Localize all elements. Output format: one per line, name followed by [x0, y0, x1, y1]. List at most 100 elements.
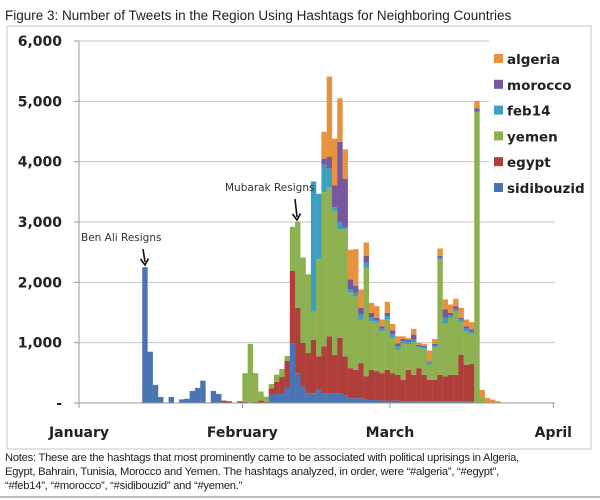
bar-yemen [411, 342, 417, 375]
bar-yemen [284, 355, 290, 361]
bar-feb14 [363, 262, 369, 268]
bar-egypt [363, 376, 369, 400]
bar-feb14 [331, 207, 338, 211]
bar-algeria [363, 242, 369, 256]
bar-yemen [358, 319, 364, 364]
bar-yemen [347, 292, 354, 369]
bar-algeria [484, 397, 491, 403]
bar-yemen [263, 396, 269, 402]
bar-sidibouzid [458, 401, 464, 403]
bar-egypt [416, 368, 422, 402]
note-line: Notes: These are the hashtags that most … [5, 452, 519, 464]
bar-yemen [453, 311, 459, 375]
bar-feb14 [389, 334, 396, 338]
bar-egypt [342, 356, 348, 396]
legend-swatch-egypt [494, 157, 503, 167]
bar-yemen [252, 373, 259, 402]
bar-algeria [463, 319, 470, 327]
bar-yemen [279, 368, 285, 378]
bar-morocco [368, 312, 375, 318]
bar-algeria [321, 131, 327, 159]
bar-yemen [316, 259, 322, 357]
bar-yemen [468, 333, 475, 364]
bar-yemen [337, 229, 343, 338]
bar-feb14 [426, 361, 433, 365]
bar-morocco [347, 279, 354, 290]
bar-sidibouzid [363, 399, 369, 403]
annotation-arrow [142, 248, 146, 263]
bar-feb14 [310, 181, 317, 312]
bar-egypt [411, 374, 417, 402]
bar-sidibouzid [179, 399, 185, 403]
bar-sidibouzid [368, 399, 375, 403]
bar-yemen [247, 343, 254, 403]
bar-sidibouzid [295, 373, 301, 403]
bar-yemen [295, 221, 301, 308]
bar-algeria [490, 399, 496, 403]
legend-swatch-morocco [494, 79, 503, 89]
bar-sidibouzid [463, 401, 470, 403]
bar-sidibouzid [305, 393, 312, 403]
bar-yemen [374, 322, 380, 372]
bar-yemen [432, 347, 438, 380]
legend-label-egypt: egypt [507, 155, 551, 171]
bar-morocco [437, 255, 443, 258]
bar-algeria [479, 389, 485, 397]
bar-algeria [331, 138, 338, 186]
bar-morocco [363, 255, 369, 263]
note-line: Egypt, Bahrain, Tunisia, Morocco and Yem… [5, 466, 499, 478]
bar-sidibouzid [437, 401, 443, 403]
bar-algeria [458, 307, 464, 318]
legend-label-feb14: feb14 [507, 104, 550, 120]
legend-swatch-algeria [494, 54, 503, 63]
bar-egypt [358, 363, 364, 399]
note-line: “#feb14”, “#morocco”, “#sidibouzid” and … [5, 480, 243, 492]
bar-algeria [368, 302, 375, 313]
bar-sidibouzid [316, 389, 322, 403]
bar-yemen [289, 226, 296, 271]
bar-egypt [353, 369, 359, 399]
legend-swatch-feb14 [494, 105, 503, 115]
x-tick-label: April [535, 425, 572, 441]
notes: Notes: These are the hashtags that most … [5, 452, 519, 492]
bar-yemen [442, 323, 449, 377]
bar-morocco [321, 158, 327, 165]
bar-algeria [426, 350, 433, 362]
bar-algeria [495, 401, 501, 403]
bar-egypt [326, 336, 333, 394]
bar-sidibouzid [310, 393, 317, 403]
bar-sidibouzid [374, 399, 380, 403]
bar-sidibouzid [284, 387, 290, 403]
bar-sidibouzid [216, 393, 222, 403]
bar-egypt [405, 369, 412, 402]
bar-feb14 [447, 315, 454, 318]
bar-algeria [447, 304, 454, 313]
bar-yemen [463, 331, 470, 365]
bar-morocco [395, 343, 401, 347]
bar-yemen [368, 321, 375, 370]
bar-morocco [374, 317, 380, 321]
bar-sidibouzid [442, 401, 449, 403]
bar-algeria [353, 249, 359, 287]
bar-feb14 [463, 328, 470, 332]
bar-feb14 [384, 316, 391, 320]
bar-algeria [453, 298, 459, 307]
bar-egypt [421, 374, 427, 402]
bar-feb14 [395, 346, 401, 350]
bar-egypt [379, 373, 385, 401]
bar-yemen [437, 258, 443, 375]
bar-egypt [305, 353, 312, 394]
bar-sidibouzid [416, 401, 422, 403]
bar-egypt [337, 337, 343, 394]
legend-label-algeria: algeria [507, 52, 560, 68]
bar-sidibouzid [432, 401, 438, 403]
bar-sidibouzid [395, 400, 401, 403]
bar-yemen [321, 192, 327, 347]
bar-morocco [463, 326, 470, 329]
bar-sidibouzid [158, 396, 164, 403]
bar-algeria [395, 336, 401, 344]
legend-label-morocco: morocco [507, 78, 572, 94]
bar-sidibouzid [405, 401, 412, 403]
bar-morocco [468, 329, 475, 332]
